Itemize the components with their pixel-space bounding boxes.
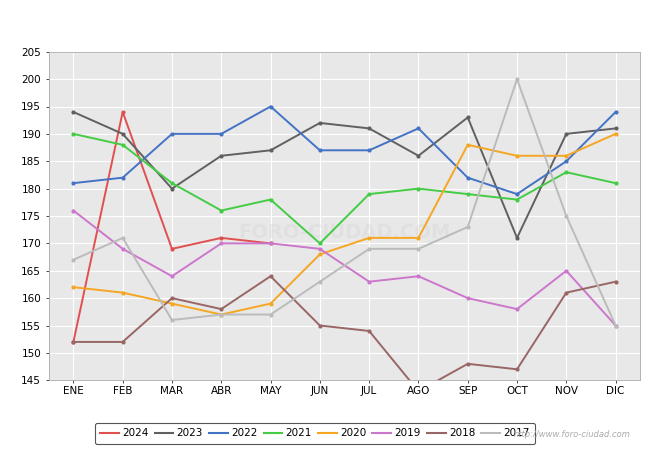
Legend: 2024, 2023, 2022, 2021, 2020, 2019, 2018, 2017: 2024, 2023, 2022, 2021, 2020, 2019, 2018… — [95, 423, 535, 444]
Text: http://www.foro-ciudad.com: http://www.foro-ciudad.com — [514, 430, 630, 439]
Text: Afiliados en El Garrobo a 31/5/2024: Afiliados en El Garrobo a 31/5/2024 — [159, 14, 491, 33]
Text: FORO-CIUDAD.COM: FORO-CIUDAD.COM — [239, 223, 450, 242]
